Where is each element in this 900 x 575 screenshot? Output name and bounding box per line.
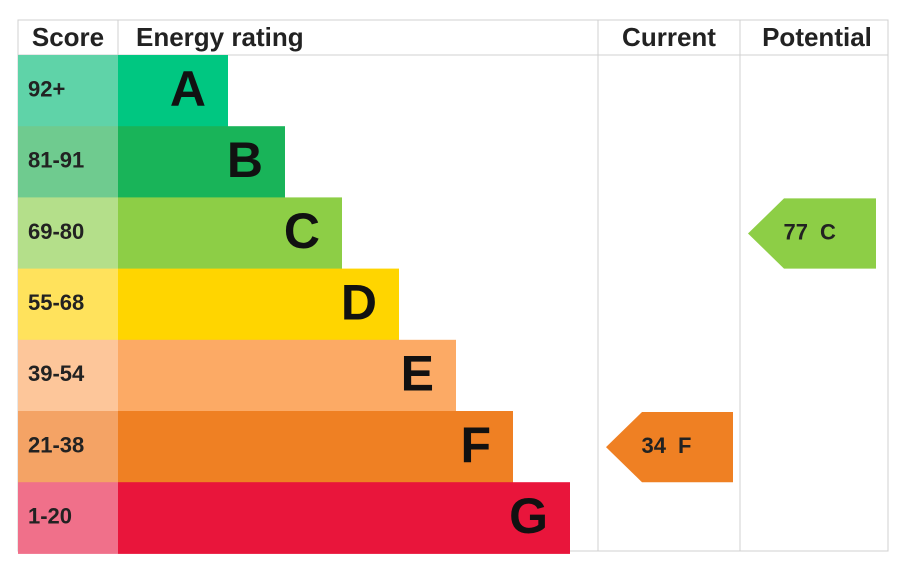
current-score: 34	[642, 433, 667, 458]
score-range: 39-54	[28, 361, 85, 386]
score-range: 55-68	[28, 290, 84, 315]
rating-bar	[118, 268, 399, 341]
rating-letter: E	[401, 346, 434, 402]
score-cell	[18, 55, 118, 127]
potential-letter: C	[820, 219, 836, 244]
rating-bar	[118, 126, 285, 198]
score-cell	[18, 411, 118, 483]
rating-letter: A	[170, 61, 206, 117]
rating-letter: B	[227, 132, 263, 188]
score-cell	[18, 339, 118, 412]
header-score: Score	[32, 22, 104, 52]
score-cell	[18, 482, 118, 554]
score-range: 1-20	[28, 504, 72, 529]
rating-letter: G	[509, 488, 548, 544]
header-potential: Potential	[762, 22, 872, 52]
current-arrow	[606, 412, 733, 483]
score-range: 21-38	[28, 432, 84, 457]
rating-letter: F	[460, 417, 491, 473]
rating-letter: C	[284, 203, 320, 259]
header-current: Current	[622, 22, 716, 52]
score-cell	[18, 126, 118, 198]
potential-arrow	[748, 198, 876, 269]
score-range: 81-91	[28, 148, 84, 173]
current-letter: F	[678, 433, 691, 458]
potential-score: 77	[784, 219, 808, 244]
score-range: 69-80	[28, 219, 84, 244]
header-energy-rating: Energy rating	[136, 22, 304, 52]
score-range: 92+	[28, 76, 65, 101]
rating-bar	[118, 339, 456, 412]
score-cell	[18, 268, 118, 341]
score-cell	[18, 197, 118, 270]
rating-bar	[118, 482, 570, 554]
rating-bar	[118, 411, 513, 483]
rating-bar	[118, 55, 228, 127]
rating-letter: D	[341, 274, 377, 330]
rating-bar	[118, 197, 342, 270]
